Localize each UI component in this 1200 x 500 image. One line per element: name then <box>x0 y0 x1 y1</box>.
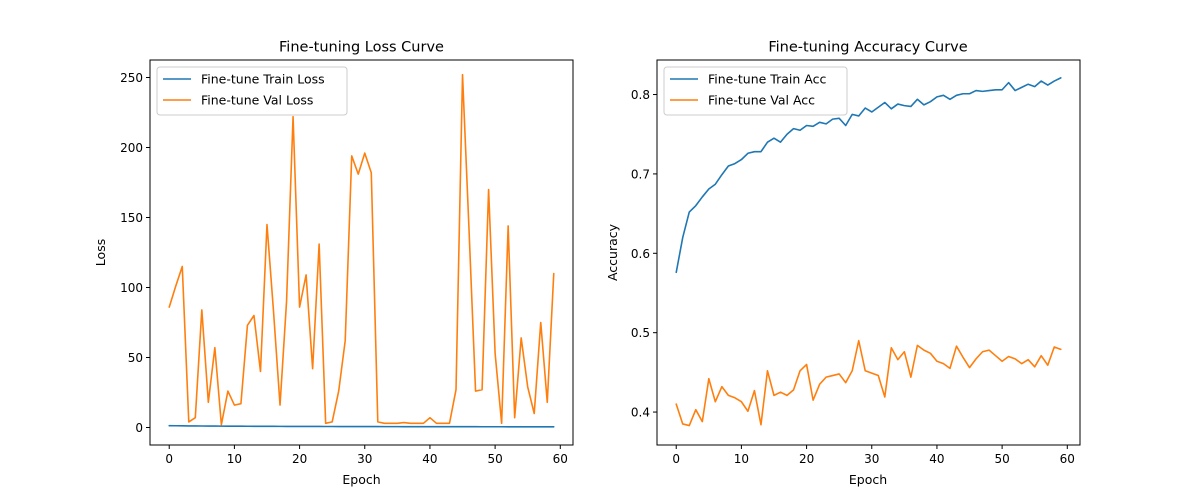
ticks: 0 10 20 30 40 50 60 0 50 100 150 200 250 <box>120 71 568 466</box>
series-lines <box>168 73 555 428</box>
y-tick-label: 0.4 <box>631 406 650 420</box>
loss-chart: Fine-tuning Loss Curve 0 10 20 30 40 50 60 0 50 1… <box>93 40 574 487</box>
ticks: 0 10 20 30 40 50 60 0.4 0.5 0.6 0.7 0.8 <box>631 88 1075 466</box>
x-tick-label: 10 <box>734 452 749 466</box>
series-lines <box>675 77 1062 427</box>
series-line-train <box>168 424 555 428</box>
series-line-val <box>675 339 1062 427</box>
x-axis-label: Epoch <box>342 472 380 487</box>
x-tick-label: 20 <box>292 452 307 466</box>
y-tick-label: 0.7 <box>631 167 650 181</box>
x-tick-label: 60 <box>1060 452 1075 466</box>
legend-box <box>156 66 348 116</box>
legend-label-val-acc: Fine-tune Val Acc <box>708 93 815 108</box>
chart-title: Fine-tuning Loss Curve <box>279 40 444 56</box>
y-tick-label: 200 <box>120 141 143 155</box>
x-axis-label: Epoch <box>849 472 887 487</box>
y-tick-label: 0.8 <box>631 88 650 102</box>
legend: Fine-tune Train Acc Fine-tune Val Acc <box>663 66 848 116</box>
y-tick-label: 150 <box>120 211 143 225</box>
x-tick-label: 30 <box>864 452 879 466</box>
accuracy-chart: Fine-tuning Accuracy Curve 0 10 20 30 40 50 60… <box>605 40 1081 487</box>
x-tick-label: 10 <box>227 452 242 466</box>
x-tick-label: 0 <box>672 452 680 466</box>
y-tick-label: 100 <box>120 281 143 295</box>
y-tick-label: 0.6 <box>631 247 650 261</box>
x-tick-label: 50 <box>487 452 502 466</box>
legend-label-train-acc: Fine-tune Train Acc <box>708 72 826 87</box>
x-tick-label: 40 <box>422 452 437 466</box>
x-tick-label: 0 <box>165 452 173 466</box>
x-tick-label: 20 <box>799 452 814 466</box>
y-axis-label: Accuracy <box>605 223 620 281</box>
x-tick-label: 30 <box>357 452 372 466</box>
x-tick-label: 40 <box>929 452 944 466</box>
chart-title: Fine-tuning Accuracy Curve <box>768 40 967 56</box>
legend: Fine-tune Train Loss Fine-tune Val Loss <box>156 66 348 116</box>
y-tick-label: 0 <box>135 421 143 435</box>
legend-box <box>663 66 848 116</box>
y-tick-label: 50 <box>128 351 143 365</box>
series-line-train <box>675 77 1062 274</box>
y-tick-label: 0.5 <box>631 326 650 340</box>
legend-label-train-loss: Fine-tune Train Loss <box>201 72 325 87</box>
legend-label-val-loss: Fine-tune Val Loss <box>201 93 313 108</box>
y-axis-label: Loss <box>93 239 108 266</box>
x-tick-label: 50 <box>994 452 1009 466</box>
x-tick-label: 60 <box>553 452 568 466</box>
series-line-val <box>168 73 555 426</box>
plot-frame <box>656 59 1081 446</box>
y-tick-label: 250 <box>120 71 143 85</box>
